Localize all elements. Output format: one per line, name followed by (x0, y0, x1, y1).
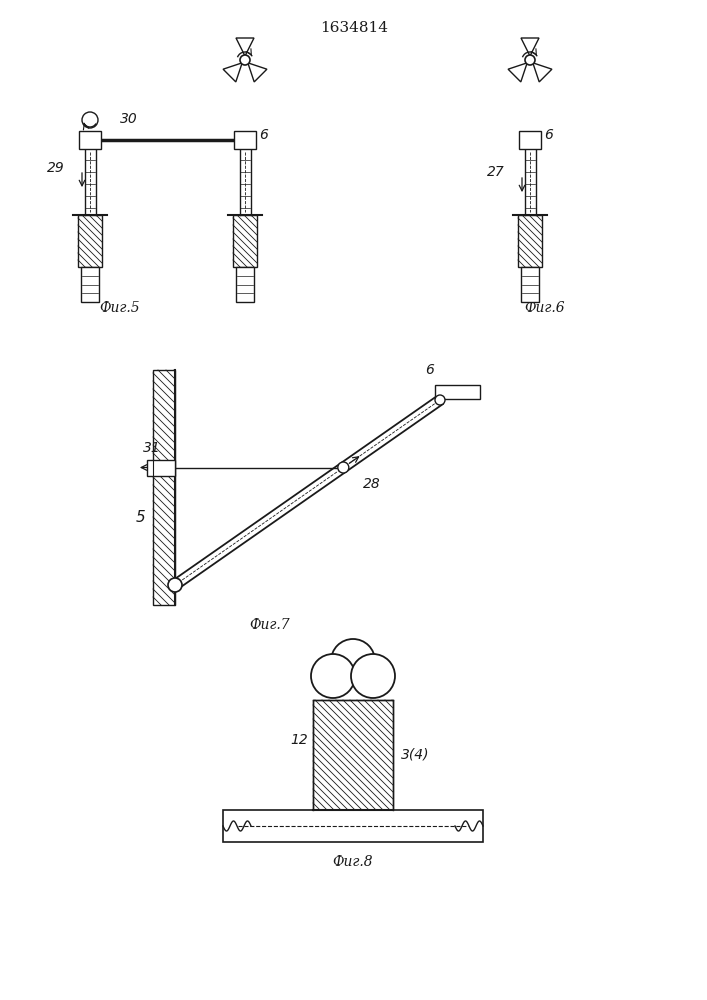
Bar (147, 460, 175, 476)
Text: 6: 6 (425, 363, 434, 377)
Text: 1634814: 1634814 (320, 21, 388, 35)
Text: 3(4): 3(4) (401, 748, 429, 762)
Text: 6: 6 (544, 128, 553, 142)
Circle shape (331, 639, 375, 683)
Circle shape (351, 654, 395, 698)
Text: 29: 29 (47, 161, 65, 175)
Polygon shape (236, 38, 254, 56)
Circle shape (82, 112, 98, 128)
Polygon shape (521, 38, 539, 56)
Bar (233, 215, 257, 267)
Polygon shape (248, 63, 267, 82)
Bar (519, 131, 541, 149)
Bar (521, 267, 539, 302)
Bar (223, 810, 483, 842)
Polygon shape (533, 63, 552, 82)
Bar (234, 131, 256, 149)
Bar (518, 215, 542, 267)
Text: Фиг.7: Фиг.7 (250, 618, 291, 632)
Text: 12: 12 (291, 733, 308, 747)
Text: 6: 6 (85, 278, 93, 292)
Bar (81, 267, 99, 302)
Polygon shape (223, 63, 243, 82)
Circle shape (240, 55, 250, 65)
Circle shape (311, 654, 355, 698)
Bar (236, 267, 254, 302)
Text: 30: 30 (120, 112, 138, 126)
Bar (435, 385, 480, 399)
Text: 6: 6 (525, 278, 533, 292)
Text: 6: 6 (259, 128, 268, 142)
Circle shape (525, 55, 535, 65)
Polygon shape (508, 63, 527, 82)
Bar (78, 215, 102, 267)
Text: Фиг.5: Фиг.5 (100, 301, 140, 315)
Text: 27: 27 (487, 165, 505, 179)
Text: 28: 28 (363, 478, 381, 491)
Text: Фиг.6: Фиг.6 (525, 301, 566, 315)
Circle shape (168, 578, 182, 592)
Circle shape (338, 462, 349, 473)
Bar (153, 370, 175, 605)
Circle shape (435, 395, 445, 405)
Bar (79, 131, 101, 149)
Text: 31: 31 (143, 440, 161, 454)
Bar (313, 700, 393, 810)
Text: Фиг.8: Фиг.8 (333, 855, 373, 869)
Text: 5: 5 (135, 510, 145, 525)
